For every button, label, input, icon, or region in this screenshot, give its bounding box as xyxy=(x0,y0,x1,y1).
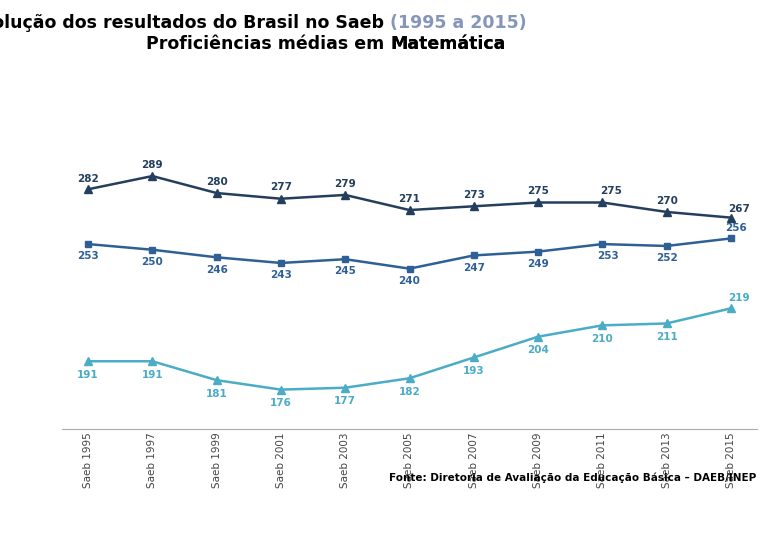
Text: 246: 246 xyxy=(206,265,228,274)
Text: 181: 181 xyxy=(206,389,228,399)
Text: 280: 280 xyxy=(206,177,228,187)
Bar xyxy=(29,496,66,518)
Bar xyxy=(139,518,176,540)
Text: 247: 247 xyxy=(463,262,485,273)
Bar xyxy=(505,518,542,540)
Text: Proficiências médias em: Proficiências médias em xyxy=(146,35,390,53)
Bar xyxy=(615,496,652,518)
Bar xyxy=(0,518,29,540)
Text: 256: 256 xyxy=(725,224,747,233)
Text: 279: 279 xyxy=(335,179,356,188)
Text: Matemática: Matemática xyxy=(0,539,1,540)
Bar xyxy=(542,496,579,518)
Text: 267: 267 xyxy=(729,204,750,214)
Text: 243: 243 xyxy=(270,270,292,280)
Text: 182: 182 xyxy=(399,387,420,397)
Text: 210: 210 xyxy=(591,334,613,344)
Text: 176: 176 xyxy=(270,399,292,408)
Text: 191: 191 xyxy=(77,370,99,380)
Text: Evolução dos resultados do Brasil no Saeb: Evolução dos resultados do Brasil no Sae… xyxy=(0,14,390,31)
Text: 277: 277 xyxy=(270,183,292,192)
Text: 271: 271 xyxy=(399,194,420,204)
Text: 275: 275 xyxy=(600,186,622,196)
Text: 193: 193 xyxy=(463,366,484,376)
Bar xyxy=(285,518,322,540)
Bar xyxy=(359,518,395,540)
Bar xyxy=(725,518,762,540)
Text: 253: 253 xyxy=(597,251,619,261)
Text: (1995 a 2015): (1995 a 2015) xyxy=(390,14,526,31)
Bar xyxy=(689,496,725,518)
Bar xyxy=(469,496,505,518)
Text: 204: 204 xyxy=(527,346,549,355)
Bar xyxy=(66,518,102,540)
Bar xyxy=(652,518,689,540)
Bar xyxy=(212,518,249,540)
Text: 270: 270 xyxy=(656,195,678,206)
Bar xyxy=(102,496,139,518)
Bar xyxy=(249,496,285,518)
Text: 282: 282 xyxy=(77,174,99,184)
Bar xyxy=(322,496,359,518)
Text: 219: 219 xyxy=(729,293,750,303)
Bar xyxy=(762,496,780,518)
Text: 289: 289 xyxy=(142,160,163,170)
Text: Fonte: Diretoria de Avaliação da Educação Básica – DAEB/INEP: Fonte: Diretoria de Avaliação da Educaçã… xyxy=(389,472,757,483)
Text: 211: 211 xyxy=(656,332,678,342)
Text: 177: 177 xyxy=(334,396,356,407)
Text: 252: 252 xyxy=(656,253,678,263)
Text: Matemática: Matemática xyxy=(390,35,505,53)
Bar xyxy=(395,496,432,518)
Text: 273: 273 xyxy=(463,190,484,200)
Text: 191: 191 xyxy=(142,370,163,380)
Text: 275: 275 xyxy=(527,186,549,196)
Text: 240: 240 xyxy=(399,276,420,286)
Text: 249: 249 xyxy=(527,259,549,269)
Bar xyxy=(176,496,212,518)
Bar xyxy=(432,518,469,540)
Text: Matemática: Matemática xyxy=(390,35,505,53)
Bar xyxy=(579,518,615,540)
Text: 253: 253 xyxy=(77,251,99,261)
Text: 250: 250 xyxy=(141,257,163,267)
Text: 245: 245 xyxy=(335,266,356,276)
